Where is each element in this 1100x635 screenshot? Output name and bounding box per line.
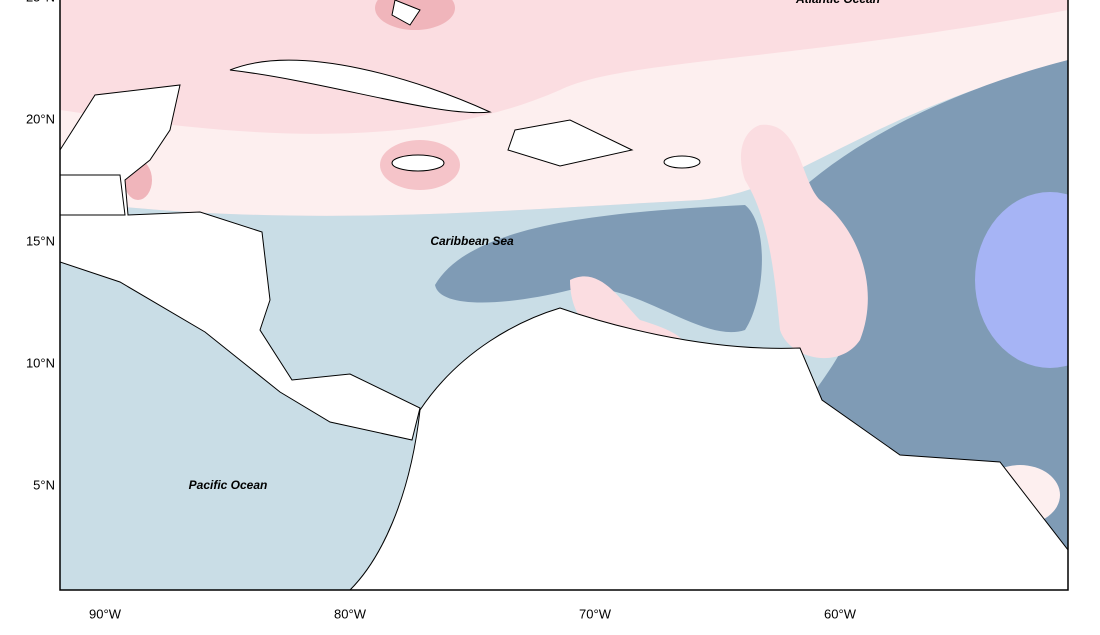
lon-label: 80°W [334, 606, 367, 621]
place-label: Pacific Ocean [189, 478, 268, 492]
land-puerto-rico [663, 155, 701, 169]
lat-label: 20°N [26, 111, 55, 126]
lon-label: 90°W [89, 606, 122, 621]
land-jamaica [391, 154, 445, 172]
land-hispaniola [507, 119, 634, 167]
lat-label: 25°N [26, 0, 55, 4]
lon-label: 60°W [824, 606, 857, 621]
map-area [60, 0, 1068, 590]
land-south-america [349, 307, 1068, 590]
field-positive [740, 124, 868, 359]
place-label: Atlantic Ocean [795, 0, 880, 6]
land-cuba [229, 59, 492, 114]
lat-label: 15°N [26, 233, 55, 248]
land [60, 174, 126, 216]
place-label: Caribbean Sea [430, 234, 514, 248]
field-negative [435, 205, 762, 333]
land-bahamas [391, 0, 421, 26]
lon-label: 70°W [579, 606, 612, 621]
map-frame [59, 0, 1069, 591]
lat-label: 5°N [33, 477, 55, 492]
lat-label: 10°N [26, 355, 55, 370]
land-central-america [60, 84, 421, 441]
field-strong-negative [975, 192, 1068, 368]
labels: 25°N 20°N 15°N 10°N 5°N 90°W 80°W 70°W 60°W Atlan… [26, 0, 880, 621]
